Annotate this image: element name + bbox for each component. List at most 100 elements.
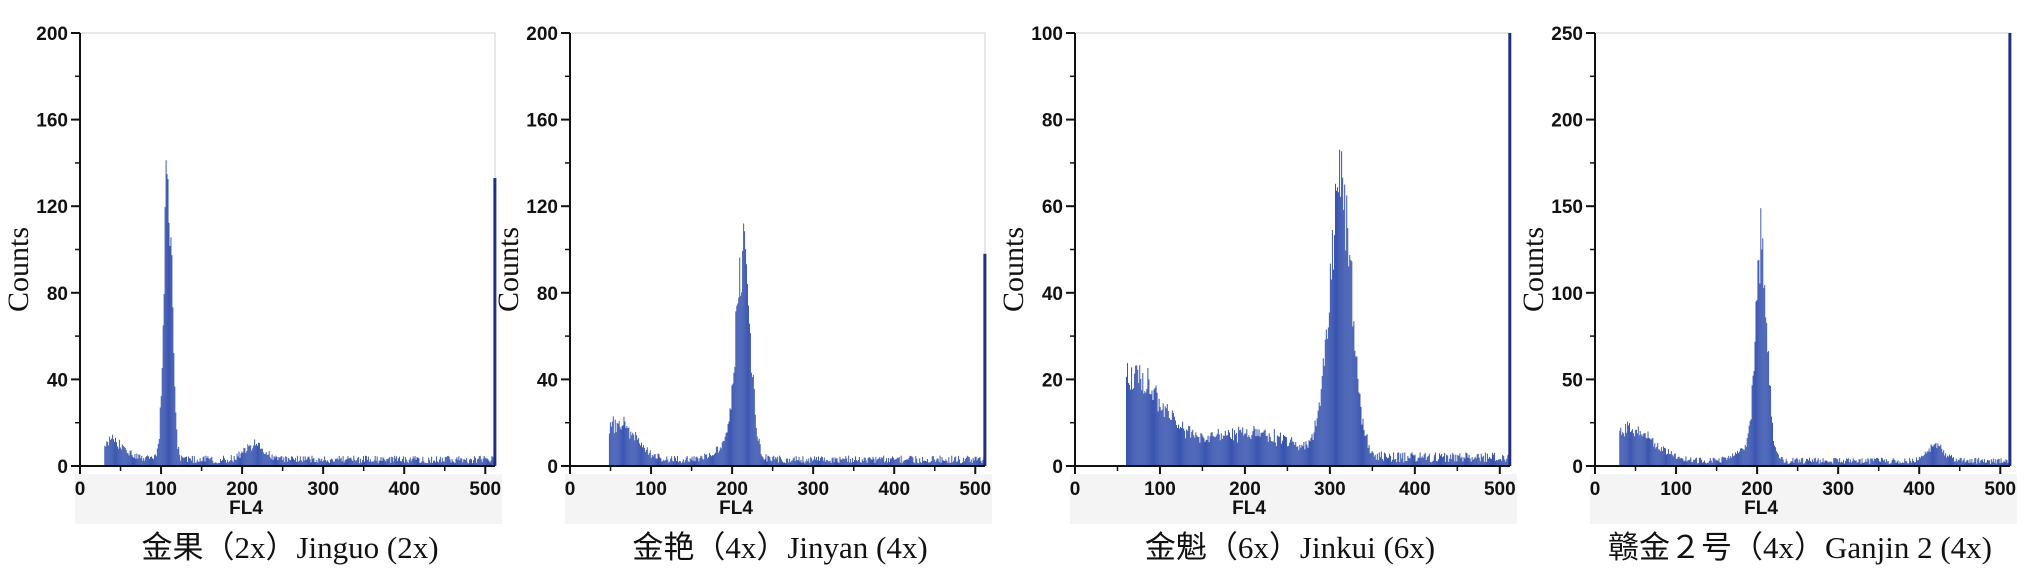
histogram-bar [1884, 462, 1886, 466]
histogram-bar [439, 456, 441, 466]
histogram-bar [147, 455, 149, 466]
histogram-bar [1479, 461, 1481, 466]
histogram-bar [371, 461, 373, 466]
histogram-bar [178, 446, 180, 466]
histogram-bar [669, 461, 671, 466]
histogram-bar [1410, 453, 1412, 466]
histogram-bar [1194, 437, 1196, 466]
histogram-bar [326, 461, 328, 466]
histogram-bar [926, 459, 928, 466]
histogram-bar [1871, 458, 1873, 466]
histogram-bar [1701, 459, 1702, 466]
histogram-bar [1989, 463, 1991, 466]
histogram-bar [342, 456, 344, 466]
histogram-bar [408, 459, 410, 466]
xaxis-band [1070, 474, 1517, 524]
histogram-bar [1928, 448, 1930, 466]
histogram-bar [655, 458, 657, 466]
histogram-bar [106, 441, 108, 466]
histogram-bar [196, 459, 198, 466]
histogram-bars [104, 160, 495, 467]
histogram-bar [1201, 434, 1203, 466]
histogram-bar [726, 432, 728, 466]
histogram-bar [182, 457, 184, 466]
histogram-bar [1682, 459, 1684, 466]
histogram-bar [1192, 429, 1194, 466]
histogram-bar [856, 461, 858, 466]
histogram-bar [1168, 417, 1170, 466]
histogram-bar [308, 456, 310, 466]
histogram-bar [235, 460, 237, 466]
histogram-bar [1986, 460, 1988, 466]
histogram-bar [798, 456, 800, 466]
histogram-bar [1390, 455, 1392, 466]
histogram-bar [880, 459, 882, 466]
histogram-bar [1846, 458, 1848, 466]
histogram-bar [1452, 452, 1454, 466]
histogram-bar [1781, 457, 1783, 466]
histogram-bar [1271, 441, 1273, 466]
histogram-bar [1421, 456, 1423, 466]
histogram-bar [649, 450, 651, 466]
histogram-bar [1748, 425, 1750, 466]
histogram-bar [188, 458, 190, 466]
histogram-bar [1445, 461, 1447, 466]
histogram-bar [1821, 461, 1823, 466]
histogram-bar [441, 457, 443, 466]
histogram-bar [1886, 461, 1888, 466]
x-axis-title: FL4 [719, 498, 753, 519]
histogram-bar [1486, 453, 1488, 466]
histogram-bar [1722, 456, 1724, 466]
histogram-bar [272, 459, 274, 466]
histogram-bar [1945, 453, 1947, 466]
histogram-bar [1732, 453, 1734, 466]
histogram-bar [747, 283, 748, 466]
histogram-bar [358, 456, 360, 466]
x-tick-label: 300 [1314, 479, 1346, 500]
histogram-bar [176, 429, 178, 466]
histogram-bar [1250, 439, 1252, 466]
histogram-bar [787, 462, 789, 466]
histogram-bar [699, 458, 701, 466]
histogram-bar [748, 323, 750, 466]
histogram-bar [1692, 462, 1694, 466]
histogram-bar [1170, 420, 1172, 466]
histogram-bar [1629, 423, 1631, 466]
histogram-bar [318, 457, 320, 466]
histogram-bar [1129, 384, 1131, 466]
histogram-bar [104, 445, 106, 466]
histogram-bar [1808, 457, 1810, 466]
histogram-bar [367, 456, 369, 466]
histogram-bar [1426, 456, 1428, 466]
histogram-bar [948, 457, 950, 466]
histogram-bar [680, 463, 682, 466]
histogram-bar [228, 461, 230, 466]
x-tick-label: 0 [1590, 479, 1601, 500]
histogram-bar [968, 457, 970, 466]
histogram-bar [333, 461, 335, 466]
histogram-bar [1877, 457, 1879, 466]
histogram-bar [383, 458, 385, 466]
histogram-bar [719, 447, 721, 466]
histogram-bar [1206, 439, 1208, 466]
histogram-bar [177, 448, 179, 466]
histogram-bar [197, 461, 199, 466]
histogram-bar [830, 462, 832, 466]
histogram-bar [1423, 454, 1425, 466]
histogram-bar [1929, 451, 1931, 466]
histogram-bar [656, 458, 658, 466]
histogram-bar [126, 452, 128, 466]
histogram-bar [1314, 420, 1316, 466]
histogram-bar [1624, 436, 1626, 466]
histogram-bar [1746, 438, 1748, 466]
histogram-bar [1669, 454, 1671, 466]
histogram-bar [1488, 456, 1490, 466]
histogram-bar [280, 456, 282, 466]
histogram-bar [1739, 448, 1741, 466]
histogram-bar [819, 460, 820, 466]
histogram-bar [1790, 461, 1792, 466]
histogram-bar [1637, 426, 1639, 466]
histogram-bar [1496, 460, 1498, 466]
histogram-bar [168, 222, 170, 466]
